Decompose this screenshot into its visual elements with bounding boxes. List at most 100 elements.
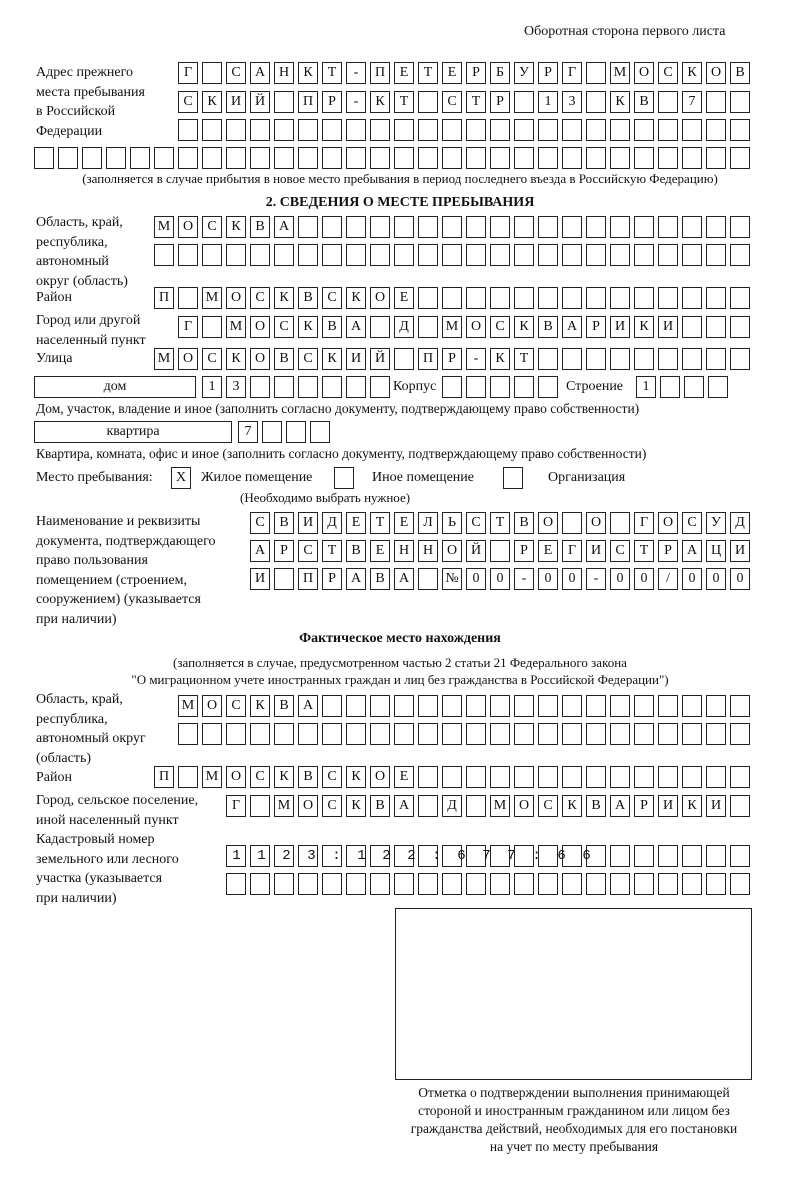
char-cell[interactable]: Д xyxy=(442,795,462,817)
char-cell[interactable] xyxy=(682,316,702,338)
char-cell[interactable] xyxy=(610,695,630,717)
char-cell[interactable]: 1 xyxy=(538,91,558,113)
char-cell[interactable] xyxy=(250,723,270,745)
char-cell[interactable]: Р xyxy=(634,795,654,817)
char-cell[interactable] xyxy=(706,287,726,309)
char-cell[interactable] xyxy=(298,723,318,745)
char-cell[interactable]: Е xyxy=(370,540,390,562)
char-cell[interactable] xyxy=(490,119,510,141)
char-cell[interactable]: - xyxy=(346,91,366,113)
char-cell[interactable] xyxy=(514,287,534,309)
char-cell[interactable]: К xyxy=(682,62,702,84)
char-cell[interactable]: 7 xyxy=(238,421,258,443)
char-cell[interactable]: 0 xyxy=(634,568,654,590)
char-cell[interactable]: О xyxy=(370,287,390,309)
char-cell[interactable] xyxy=(442,216,462,238)
char-cell[interactable]: Г xyxy=(562,62,582,84)
char-cell[interactable]: К xyxy=(346,766,366,788)
char-cell[interactable] xyxy=(586,244,606,266)
char-cell[interactable]: С xyxy=(322,766,342,788)
char-cell[interactable]: И xyxy=(298,512,318,534)
char-cell[interactable] xyxy=(202,723,222,745)
char-cell[interactable] xyxy=(610,287,630,309)
char-cell[interactable]: Г xyxy=(562,540,582,562)
char-cell[interactable] xyxy=(610,147,630,169)
char-cell[interactable]: Е xyxy=(346,512,366,534)
char-cell[interactable] xyxy=(586,91,606,113)
char-cell[interactable] xyxy=(514,91,534,113)
char-cell[interactable] xyxy=(658,766,678,788)
char-cell[interactable]: Д xyxy=(394,316,414,338)
char-cell[interactable]: М xyxy=(274,795,294,817)
char-cell[interactable]: И xyxy=(658,316,678,338)
char-cell[interactable]: А xyxy=(250,540,270,562)
char-cell[interactable]: К xyxy=(370,91,390,113)
char-cell[interactable]: Р xyxy=(538,62,558,84)
char-cell[interactable] xyxy=(730,795,750,817)
char-cell[interactable]: О xyxy=(442,540,462,562)
char-cell[interactable]: П xyxy=(418,348,438,370)
char-cell[interactable] xyxy=(322,376,342,398)
char-cell[interactable]: Ь xyxy=(442,512,462,534)
char-cell[interactable] xyxy=(730,695,750,717)
char-cell[interactable]: 0 xyxy=(490,568,510,590)
char-cell[interactable] xyxy=(178,147,198,169)
char-cell[interactable] xyxy=(178,766,198,788)
char-cell[interactable] xyxy=(586,873,606,895)
char-cell[interactable] xyxy=(394,845,414,867)
char-cell[interactable]: С xyxy=(538,795,558,817)
char-cell[interactable] xyxy=(322,216,342,238)
char-cell[interactable]: О xyxy=(250,316,270,338)
char-cell[interactable]: У xyxy=(514,62,534,84)
char-cell[interactable]: К xyxy=(322,348,342,370)
char-cell[interactable] xyxy=(394,119,414,141)
char-cell[interactable]: М xyxy=(442,316,462,338)
char-cell[interactable] xyxy=(538,723,558,745)
char-cell[interactable]: Й xyxy=(370,348,390,370)
char-cell[interactable] xyxy=(586,766,606,788)
char-cell[interactable] xyxy=(634,766,654,788)
char-cell[interactable]: В xyxy=(634,91,654,113)
char-cell[interactable] xyxy=(298,147,318,169)
char-cell[interactable] xyxy=(706,695,726,717)
char-cell[interactable]: А xyxy=(274,216,294,238)
char-cell[interactable] xyxy=(706,147,726,169)
char-cell[interactable] xyxy=(634,147,654,169)
char-cell[interactable]: 0 xyxy=(706,568,726,590)
char-cell[interactable]: С xyxy=(226,695,246,717)
apartment-type-field[interactable]: квартира xyxy=(34,421,232,443)
char-cell[interactable]: 0 xyxy=(730,568,750,590)
char-cell[interactable]: А xyxy=(394,568,414,590)
char-cell[interactable]: О xyxy=(178,216,198,238)
char-cell[interactable] xyxy=(298,873,318,895)
char-cell[interactable] xyxy=(346,147,366,169)
char-cell[interactable] xyxy=(586,845,606,867)
char-cell[interactable]: Е xyxy=(394,512,414,534)
char-cell[interactable] xyxy=(658,845,678,867)
char-cell[interactable] xyxy=(442,695,462,717)
char-cell[interactable] xyxy=(610,348,630,370)
char-cell[interactable]: К xyxy=(514,316,534,338)
char-cell[interactable] xyxy=(82,147,102,169)
char-cell[interactable] xyxy=(730,147,750,169)
char-cell[interactable] xyxy=(682,287,702,309)
char-cell[interactable]: 1 xyxy=(636,376,656,398)
char-cell[interactable] xyxy=(226,244,246,266)
char-cell[interactable]: О xyxy=(706,62,726,84)
char-cell[interactable] xyxy=(250,147,270,169)
char-cell[interactable] xyxy=(274,91,294,113)
char-cell[interactable]: Р xyxy=(514,540,534,562)
char-cell[interactable] xyxy=(514,147,534,169)
char-cell[interactable] xyxy=(418,244,438,266)
char-cell[interactable] xyxy=(586,147,606,169)
char-cell[interactable] xyxy=(466,147,486,169)
char-cell[interactable] xyxy=(658,873,678,895)
char-cell[interactable]: Т xyxy=(490,512,510,534)
char-cell[interactable] xyxy=(562,512,582,534)
cadastral-row-1[interactable] xyxy=(226,845,750,867)
